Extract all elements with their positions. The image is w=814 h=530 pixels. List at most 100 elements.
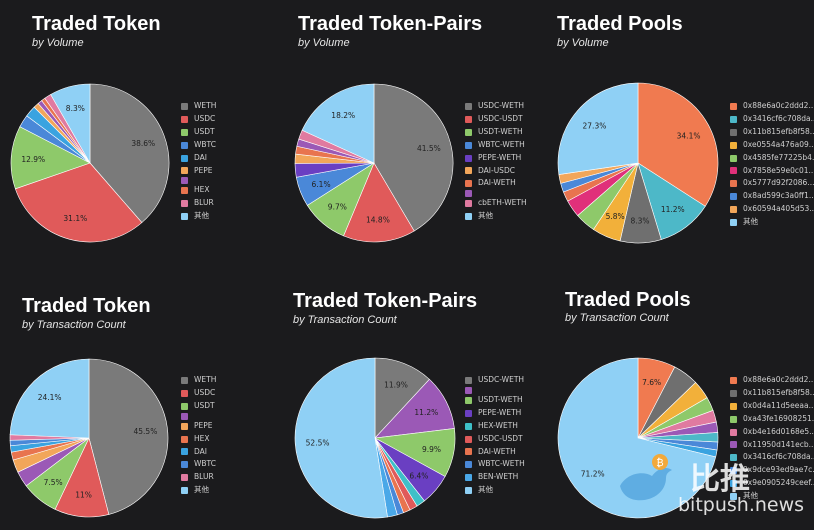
- watermark-brand-url: bitpush.news: [678, 494, 805, 516]
- legend-label: 0xa43fe16908251...: [743, 413, 814, 423]
- legend-item: 0x11950d141ecb...: [730, 439, 814, 452]
- legend-swatch: [181, 167, 188, 175]
- legend-swatch: [730, 180, 737, 188]
- legend-item: USDC-WETH: [465, 100, 527, 113]
- slice-value-label: 9.7%: [328, 202, 347, 211]
- chart-title: Traded Token-Pairs: [293, 290, 478, 312]
- legend-item: DAI: [181, 152, 216, 165]
- pie-slice: [89, 83, 170, 224]
- legend-swatch: [730, 154, 737, 162]
- pie-slice: [14, 162, 143, 243]
- chart-legend: USDC-WETH USDC-USDT USDT-WETH WBTC-WETH PEPE…: [465, 100, 527, 223]
- legend-item: WBTC-WETH: [465, 139, 527, 152]
- legend-item: 0xa43fe16908251...: [730, 413, 814, 426]
- pie-chart: 38.6% 31.1% 12.9% 8.3%: [10, 83, 170, 243]
- chart-subtitle: by Volume: [557, 37, 609, 49]
- legend-label: DAI-WETH: [478, 446, 516, 456]
- legend-label: WETH: [194, 101, 217, 110]
- chart-legend: USDC-WETH USDT-WETH PEPE-WETH HEX-WETH USDC-…: [465, 374, 525, 497]
- slice-value-label: 38.6%: [131, 139, 155, 148]
- legend-label: 0x3416cf6c708da...: [743, 113, 814, 123]
- chart-panel-pairs-count: Traded Token-Pairs by Transaction Count …: [271, 265, 543, 530]
- legend-item: cbETH-WETH: [465, 197, 527, 210]
- legend-label: USDT-WETH: [478, 394, 523, 404]
- legend-label: 其他: [743, 491, 758, 501]
- legend-item: 0x88e6a0c2ddd2...: [730, 100, 814, 113]
- legend-item: USDT-WETH: [465, 394, 525, 407]
- chart-panel-token-count: Traded Token by Transaction Count 45.5% 1…: [0, 265, 272, 530]
- legend-swatch: [730, 219, 737, 227]
- legend-swatch: [465, 422, 472, 430]
- legend-item: DAI-WETH: [465, 446, 525, 459]
- pie-chart: 7.6% 71.2%: [557, 357, 719, 519]
- legend-item: 其他: [465, 484, 525, 497]
- legend-item: 0x4585fe77225b4...: [730, 152, 814, 165]
- legend-label: PEPE-WETH: [478, 152, 522, 162]
- legend-swatch: [465, 141, 472, 149]
- chart-title: Traded Token: [22, 295, 151, 317]
- legend-swatch: [465, 128, 472, 136]
- chart-title: Traded Pools: [565, 289, 691, 311]
- legend-swatch: [465, 396, 472, 404]
- legend-item: WETH: [181, 100, 216, 113]
- legend-label: USDC-WETH: [478, 375, 525, 384]
- legend-swatch: [181, 435, 188, 443]
- legend-swatch: [181, 154, 188, 162]
- legend-item: USDT-WETH: [465, 126, 527, 139]
- legend-label: 0xe0554a476a09...: [743, 139, 814, 149]
- slice-value-label: 11.2%: [414, 408, 438, 417]
- legend-item: 0x3416cf6c708da...: [730, 113, 814, 126]
- legend-label: USDC: [194, 113, 216, 123]
- legend-swatch: [181, 448, 188, 456]
- legend-label: USDC-USDT: [478, 433, 523, 443]
- chart-subtitle: by Volume: [298, 37, 350, 49]
- legend-item: 其他: [730, 216, 814, 229]
- pie-slice: [10, 126, 91, 190]
- legend-swatch: [730, 454, 737, 462]
- slice-value-label: 11.2%: [661, 205, 685, 214]
- legend-swatch: [730, 415, 737, 423]
- legend-swatch: [181, 461, 188, 469]
- legend-swatch: [730, 141, 737, 149]
- legend-item: USDT: [181, 400, 216, 413]
- legend-label: WBTC: [194, 459, 216, 469]
- legend-item: 0x3416cf6c708da...: [730, 451, 814, 464]
- legend-swatch: [465, 200, 472, 208]
- legend-label: 其他: [478, 485, 493, 495]
- legend-label: 0x88e6a0c2ddd2...: [743, 375, 814, 384]
- chart-panel-pools-count: Traded Pools by Transaction Count 7.6% 71…: [542, 265, 814, 530]
- legend-swatch: [730, 102, 737, 110]
- legend-item: DAI-WETH: [465, 177, 527, 190]
- legend-item: PEPE-WETH: [465, 152, 527, 165]
- legend-swatch: [465, 409, 472, 417]
- legend-swatch: [181, 177, 188, 185]
- legend-item: DAI-USDC: [465, 165, 527, 178]
- legend-swatch: [181, 376, 188, 384]
- legend-label: USDC: [194, 387, 216, 397]
- legend-swatch: [730, 167, 737, 175]
- legend-label: BLUR: [194, 472, 214, 482]
- legend-item: WETH: [181, 374, 216, 387]
- legend-label: 其他: [194, 211, 209, 221]
- chart-panel-pools-volume: Traded Pools by Volume 34.1% 11.2% 8.3% 5.8…: [542, 0, 814, 265]
- legend-swatch: [465, 435, 472, 443]
- pie-chart: 34.1% 11.2% 8.3% 5.8% 27.3%: [557, 82, 719, 244]
- slice-value-label: 41.5%: [417, 144, 441, 153]
- legend-swatch: [465, 376, 472, 384]
- pie-slice: [294, 357, 388, 519]
- legend-label: WBTC-WETH: [478, 459, 525, 469]
- legend-label: 0x5777d92f2086...: [743, 178, 814, 188]
- legend-item: 0xb4e16d0168e5...: [730, 426, 814, 439]
- legend-swatch: [181, 200, 188, 208]
- legend-item: 其他: [181, 484, 216, 497]
- legend-item: HEX: [181, 184, 216, 197]
- legend-label: PEPE: [194, 420, 213, 430]
- legend-label: DAI: [194, 446, 207, 456]
- legend-item: 0x11b815efb8f58...: [730, 387, 814, 400]
- legend-item: PEPE: [181, 165, 216, 178]
- chart-subtitle: by Transaction Count: [565, 312, 669, 324]
- legend-label: 其他: [743, 217, 758, 227]
- legend-item: WBTC: [181, 458, 216, 471]
- legend-label: DAI-USDC: [478, 165, 515, 175]
- legend-label: BEN-WETH: [478, 472, 519, 482]
